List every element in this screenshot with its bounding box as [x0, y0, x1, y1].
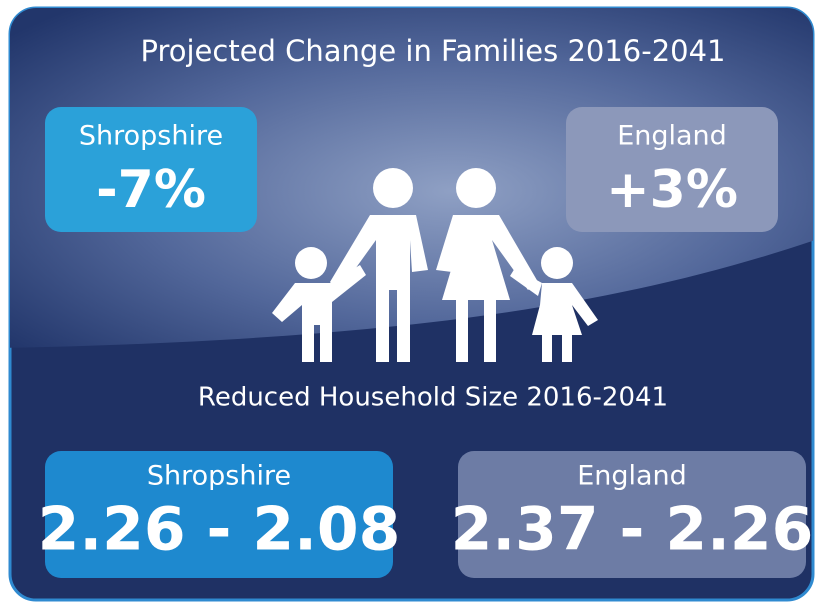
change-value: +3%	[606, 160, 738, 220]
region-label: England	[577, 461, 687, 492]
household-value: 2.26 - 2.08	[38, 495, 401, 565]
title: Projected Change in Families 2016-2041	[140, 34, 725, 68]
background-glow	[10, 8, 813, 348]
household-heading: Reduced Household Size 2016-2041	[198, 383, 668, 413]
household-value: 2.37 - 2.26	[451, 495, 814, 565]
england-change-box	[566, 107, 778, 232]
change-value: -7%	[96, 160, 206, 220]
region-label: Shropshire	[147, 461, 291, 492]
region-label: England	[617, 121, 727, 152]
shropshire-change-box	[45, 107, 257, 232]
shropshire-household-box	[45, 451, 393, 578]
region-label: Shropshire	[79, 121, 223, 152]
family-icon	[272, 168, 598, 362]
england-household-box	[458, 451, 806, 578]
